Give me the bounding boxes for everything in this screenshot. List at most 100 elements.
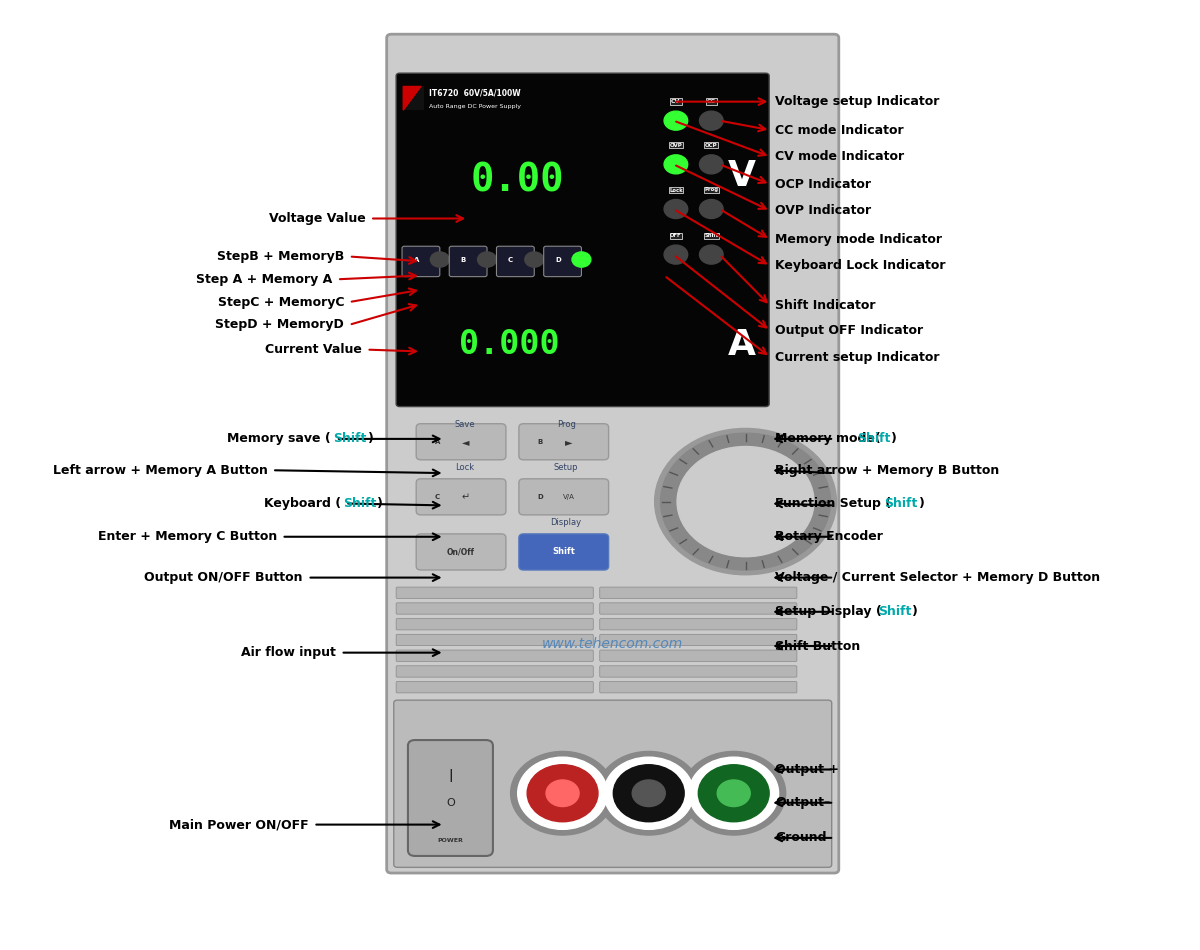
Circle shape bbox=[632, 780, 665, 807]
FancyBboxPatch shape bbox=[396, 603, 593, 614]
Circle shape bbox=[604, 757, 694, 829]
Circle shape bbox=[664, 245, 688, 264]
Text: Shift: Shift bbox=[884, 497, 918, 510]
Text: B: B bbox=[461, 256, 466, 262]
Text: Step A + Memory A: Step A + Memory A bbox=[196, 273, 332, 286]
Text: Shift: Shift bbox=[334, 432, 367, 446]
Text: |: | bbox=[448, 769, 452, 782]
FancyBboxPatch shape bbox=[396, 635, 593, 646]
FancyBboxPatch shape bbox=[600, 666, 797, 677]
Text: ): ) bbox=[919, 497, 925, 510]
Text: Memory mode Indicator: Memory mode Indicator bbox=[775, 233, 942, 246]
Text: On/Off: On/Off bbox=[448, 547, 475, 557]
Text: V: V bbox=[728, 160, 756, 193]
Text: www.tehencom.com: www.tehencom.com bbox=[542, 636, 683, 651]
Text: StepD + MemoryD: StepD + MemoryD bbox=[216, 318, 344, 332]
Text: 0.000: 0.000 bbox=[460, 329, 559, 361]
FancyBboxPatch shape bbox=[600, 650, 797, 661]
Text: Voltage / Current Selector + Memory D Button: Voltage / Current Selector + Memory D Bu… bbox=[775, 571, 1100, 584]
Text: Lock: Lock bbox=[455, 463, 474, 472]
Text: V/A: V/A bbox=[563, 494, 575, 500]
Circle shape bbox=[682, 751, 786, 835]
Text: ↵: ↵ bbox=[462, 492, 470, 502]
Text: B: B bbox=[538, 439, 542, 445]
FancyBboxPatch shape bbox=[449, 246, 487, 276]
Text: Save: Save bbox=[455, 420, 475, 429]
Text: StepB + MemoryB: StepB + MemoryB bbox=[217, 250, 344, 263]
Text: OCP Indicator: OCP Indicator bbox=[775, 178, 871, 191]
Text: C: C bbox=[508, 256, 514, 262]
Text: Left arrow + Memory A Button: Left arrow + Memory A Button bbox=[53, 464, 268, 477]
Text: Air flow input: Air flow input bbox=[241, 646, 336, 659]
Text: 0.00: 0.00 bbox=[470, 162, 564, 199]
Text: Main Power ON/OFF: Main Power ON/OFF bbox=[169, 818, 308, 831]
FancyBboxPatch shape bbox=[396, 681, 593, 693]
Text: Shift: Shift bbox=[877, 605, 911, 618]
FancyBboxPatch shape bbox=[416, 479, 506, 515]
Circle shape bbox=[655, 428, 836, 575]
FancyBboxPatch shape bbox=[396, 587, 593, 598]
FancyBboxPatch shape bbox=[600, 603, 797, 614]
FancyBboxPatch shape bbox=[600, 618, 797, 630]
Text: CV: CV bbox=[671, 99, 680, 104]
Circle shape bbox=[700, 155, 724, 174]
FancyBboxPatch shape bbox=[416, 534, 506, 570]
Text: Memory save (: Memory save ( bbox=[228, 432, 331, 446]
Text: Display: Display bbox=[551, 518, 582, 527]
Circle shape bbox=[517, 757, 607, 829]
Circle shape bbox=[511, 751, 614, 835]
Text: Setup: Setup bbox=[554, 463, 578, 472]
Circle shape bbox=[431, 252, 449, 267]
Text: Shift: Shift bbox=[552, 547, 575, 557]
Text: Shift Indicator: Shift Indicator bbox=[775, 299, 876, 313]
Text: Keyboard Lock Indicator: Keyboard Lock Indicator bbox=[775, 259, 946, 273]
Text: Setup Display (: Setup Display ( bbox=[775, 605, 882, 618]
Text: Lock: Lock bbox=[670, 187, 683, 193]
Text: IT6720  60V/5A/100W: IT6720 60V/5A/100W bbox=[430, 88, 521, 98]
Text: POWER: POWER bbox=[438, 838, 463, 843]
Circle shape bbox=[613, 765, 684, 822]
Text: Shift: Shift bbox=[704, 233, 719, 238]
Circle shape bbox=[478, 252, 497, 267]
Text: Right arrow + Memory B Button: Right arrow + Memory B Button bbox=[775, 464, 1000, 477]
Circle shape bbox=[700, 111, 724, 130]
Text: ): ) bbox=[912, 605, 918, 618]
Text: CV mode Indicator: CV mode Indicator bbox=[775, 150, 904, 163]
Text: Current setup Indicator: Current setup Indicator bbox=[775, 351, 940, 364]
Text: Function Setup (: Function Setup ( bbox=[775, 497, 892, 510]
Text: Shift Button: Shift Button bbox=[775, 639, 860, 653]
Circle shape bbox=[527, 765, 598, 822]
Text: CC mode Indicator: CC mode Indicator bbox=[775, 124, 904, 137]
Circle shape bbox=[698, 765, 769, 822]
Text: ): ) bbox=[377, 497, 383, 510]
Text: ): ) bbox=[368, 432, 373, 446]
FancyBboxPatch shape bbox=[396, 666, 593, 677]
Circle shape bbox=[546, 780, 580, 807]
FancyBboxPatch shape bbox=[600, 587, 797, 598]
Text: ): ) bbox=[892, 432, 898, 446]
FancyBboxPatch shape bbox=[518, 424, 608, 460]
Circle shape bbox=[677, 446, 814, 557]
Text: Shift: Shift bbox=[343, 497, 377, 510]
Circle shape bbox=[664, 200, 688, 219]
Text: D: D bbox=[554, 256, 560, 262]
FancyBboxPatch shape bbox=[408, 740, 493, 856]
Circle shape bbox=[664, 111, 688, 130]
Circle shape bbox=[689, 757, 779, 829]
FancyBboxPatch shape bbox=[386, 34, 839, 873]
FancyBboxPatch shape bbox=[600, 635, 797, 646]
FancyBboxPatch shape bbox=[600, 681, 797, 693]
Circle shape bbox=[718, 780, 750, 807]
FancyBboxPatch shape bbox=[518, 534, 608, 570]
Circle shape bbox=[660, 433, 830, 570]
Circle shape bbox=[700, 200, 724, 219]
Text: Prog: Prog bbox=[704, 187, 719, 193]
Text: Output ON/OFF Button: Output ON/OFF Button bbox=[144, 571, 302, 584]
FancyBboxPatch shape bbox=[402, 246, 440, 276]
Bar bbox=[403, 86, 425, 110]
Text: Prog: Prog bbox=[557, 420, 576, 429]
Text: Output +: Output + bbox=[775, 763, 839, 776]
Text: A: A bbox=[434, 439, 440, 445]
Text: ►: ► bbox=[565, 437, 572, 446]
Text: C: C bbox=[434, 494, 440, 500]
